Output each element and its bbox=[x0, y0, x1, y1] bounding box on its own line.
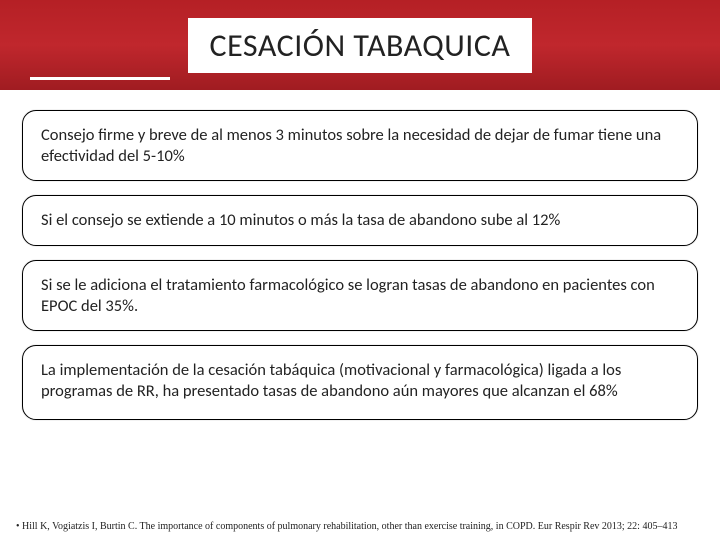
citation-body: Hill K, Vogiatzis I, Burtin C. The impor… bbox=[22, 521, 677, 532]
citation-text: • Hill K, Vogiatzis I, Burtin C. The imp… bbox=[16, 521, 704, 532]
bullet-item: Consejo firme y breve de al menos 3 minu… bbox=[22, 110, 698, 181]
bullet-item: La implementación de la cesación tabáqui… bbox=[22, 345, 698, 420]
slide-title: CESACIÓN TABAQUICA bbox=[188, 18, 533, 73]
bullet-item: Si se le adiciona el tratamiento farmaco… bbox=[22, 260, 698, 331]
slide-header: CESACIÓN TABAQUICA bbox=[0, 0, 720, 90]
content-area: Consejo firme y breve de al menos 3 minu… bbox=[0, 90, 720, 420]
bullet-text: Si se le adiciona el tratamiento farmaco… bbox=[41, 275, 655, 316]
bullet-text: Consejo firme y breve de al menos 3 minu… bbox=[41, 125, 661, 166]
header-underline bbox=[30, 77, 170, 80]
bullet-text: Si el consejo se extiende a 10 minutos o… bbox=[41, 210, 560, 230]
bullet-text: La implementación de la cesación tabáqui… bbox=[41, 360, 621, 401]
bullet-item: Si el consejo se extiende a 10 minutos o… bbox=[22, 195, 698, 246]
